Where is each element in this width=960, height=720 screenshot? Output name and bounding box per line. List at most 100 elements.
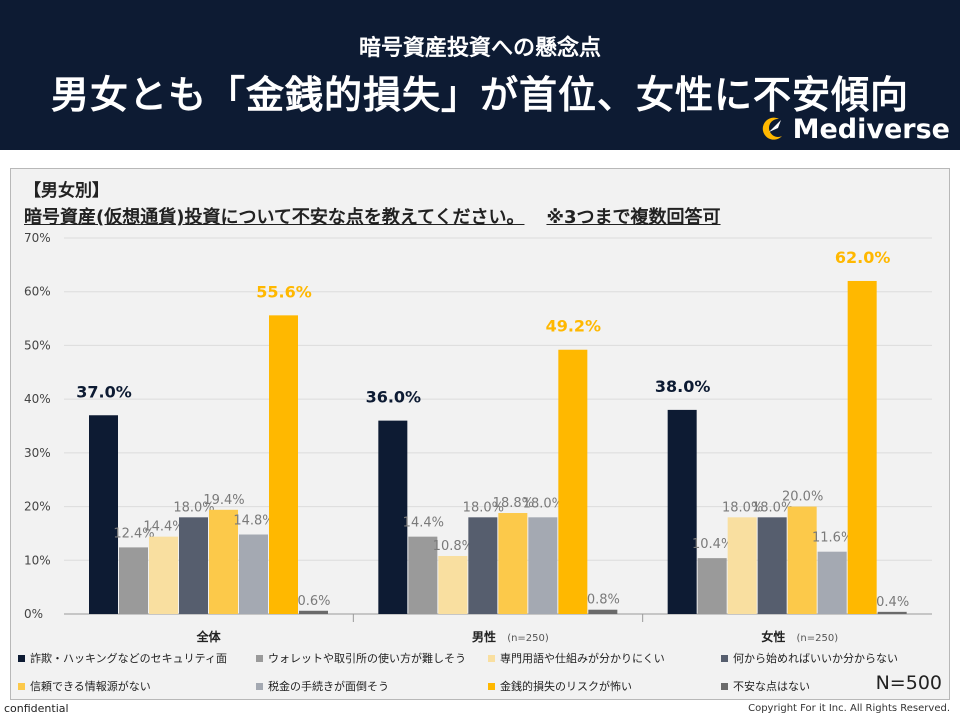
bar: [667, 409, 697, 614]
bar: [877, 611, 907, 614]
data-label: 38.0%: [655, 377, 711, 396]
data-label: 0.6%: [297, 594, 330, 609]
data-label: 10.8%: [433, 539, 474, 554]
legend-swatch: [488, 654, 495, 662]
brand-name: Mediverse: [792, 113, 950, 145]
bar: [239, 534, 268, 614]
data-label: 49.2%: [546, 317, 602, 336]
footer-confidential: confidential: [4, 702, 69, 715]
data-label: 12.4%: [113, 526, 154, 541]
sample-size: N=500: [875, 672, 942, 694]
question-note: ※3つまで複数回答可: [546, 207, 721, 228]
legend-item: 詐欺・ハッキングなどのセキュリティ面: [18, 650, 227, 666]
data-label: 14.4%: [403, 516, 444, 531]
bar: [757, 517, 787, 614]
legend-item: 金銭的損失のリスクが怖い: [488, 678, 632, 694]
bar: [209, 509, 238, 614]
bar: [179, 517, 208, 614]
data-label: 37.0%: [76, 382, 132, 401]
bar: [727, 517, 757, 614]
y-tick-label: 50%: [24, 338, 51, 352]
chart-legend: 詐欺・ハッキングなどのセキュリティ面 ウォレットや取引所の使い方が難しそう 専門用語…: [18, 650, 958, 698]
legend-label: 専門用語や仕組みが分かりにくい: [500, 652, 665, 665]
legend-item: ウォレットや取引所の使い方が難しそう: [256, 650, 466, 666]
legend-label: ウォレットや取引所の使い方が難しそう: [268, 652, 466, 665]
data-label: 18.0%: [173, 500, 214, 515]
y-tick-label: 10%: [24, 553, 51, 567]
bar: [847, 280, 877, 614]
legend-item: 専門用語や仕組みが分かりにくい: [488, 650, 665, 666]
data-label: 55.6%: [256, 282, 312, 301]
footer-copyright: Copyright For it Inc. All Rights Reserve…: [748, 703, 950, 714]
legend-item: 税金の手続きが面倒そう: [256, 678, 389, 694]
data-label: 18.0%: [523, 496, 564, 511]
header-banner: 暗号資産投資への懸念点 男女とも「金銭的損失」が首位、女性に不安傾向 Mediv…: [0, 0, 960, 150]
legend-swatch: [18, 654, 25, 662]
data-label: 14.4%: [143, 520, 184, 535]
legend-swatch: [256, 682, 263, 690]
data-label: 18.0%: [752, 500, 793, 515]
bar: [438, 555, 468, 614]
data-label: 14.8%: [233, 514, 274, 529]
y-tick-label: 20%: [24, 500, 51, 514]
bar: [498, 513, 528, 614]
bar: [299, 610, 328, 614]
legend-item: 何から始めればいいか分からない: [721, 650, 898, 666]
legend-label: 詐欺・ハッキングなどのセキュリティ面: [30, 652, 228, 665]
page-subtitle: 暗号資産投資への懸念点: [358, 36, 601, 61]
data-label: 0.8%: [587, 593, 620, 608]
bar: [89, 415, 118, 614]
bar: [817, 551, 847, 614]
page-title: 男女とも「金銭的損失」が首位、女性に不安傾向: [50, 73, 909, 117]
legend-label: 金銭的損失のリスクが怖い: [500, 680, 632, 693]
legend-label: 何から始めればいいか分からない: [733, 652, 898, 665]
bar: [468, 517, 498, 614]
category-sublabel: (n=250): [507, 633, 549, 644]
bar: [119, 547, 148, 614]
bar: [149, 536, 178, 614]
legend-swatch: [721, 682, 728, 690]
data-label: 10.4%: [692, 537, 733, 552]
data-label: 62.0%: [835, 248, 891, 267]
data-label: 19.4%: [203, 493, 244, 508]
legend-label: 信頼できる情報源がない: [30, 680, 151, 693]
legend-swatch: [256, 654, 263, 662]
legend-label: 不安な点はない: [733, 680, 810, 693]
data-label: 18.0%: [463, 500, 504, 515]
question-text: 暗号資産(仮想通貨)投資について不安な点を教えてください。 ※3つまで複数回答可: [24, 203, 721, 229]
legend-swatch: [721, 654, 728, 662]
data-label: 18.8%: [493, 496, 534, 511]
category-label: 全体: [196, 629, 222, 644]
legend-swatch: [488, 682, 495, 690]
data-label: 11.6%: [812, 531, 853, 546]
bar: [269, 315, 298, 614]
y-tick-label: 40%: [24, 392, 51, 406]
y-tick-label: 60%: [24, 285, 51, 299]
data-label: 18.0%: [722, 500, 763, 515]
data-label: 20.0%: [782, 490, 823, 505]
y-tick-label: 30%: [24, 446, 51, 460]
category-label: 男性: [472, 629, 496, 644]
category-label: 女性: [761, 629, 785, 644]
legend-item: 不安な点はない: [721, 678, 810, 694]
bar: [528, 517, 558, 614]
rocket-moon-icon: [762, 117, 782, 140]
segment-label: 【男女別】: [24, 181, 109, 201]
bar: [408, 536, 438, 614]
legend-item: 信頼できる情報源がない: [18, 678, 151, 694]
bar: [697, 558, 727, 614]
bar: [378, 420, 408, 614]
data-label: 0.4%: [876, 595, 909, 610]
bar: [558, 349, 588, 614]
bar: [787, 506, 817, 614]
brand-logo: Mediverse: [757, 112, 950, 146]
question-main: 暗号資産(仮想通貨)投資について不安な点を教えてください。: [24, 207, 525, 228]
y-tick-label: 70%: [24, 231, 51, 245]
category-sublabel: (n=250): [797, 633, 839, 644]
legend-label: 税金の手続きが面倒そう: [268, 680, 389, 693]
legend-swatch: [18, 682, 25, 690]
bar: [588, 609, 618, 614]
y-tick-label: 0%: [24, 607, 43, 621]
data-label: 36.0%: [366, 388, 422, 407]
